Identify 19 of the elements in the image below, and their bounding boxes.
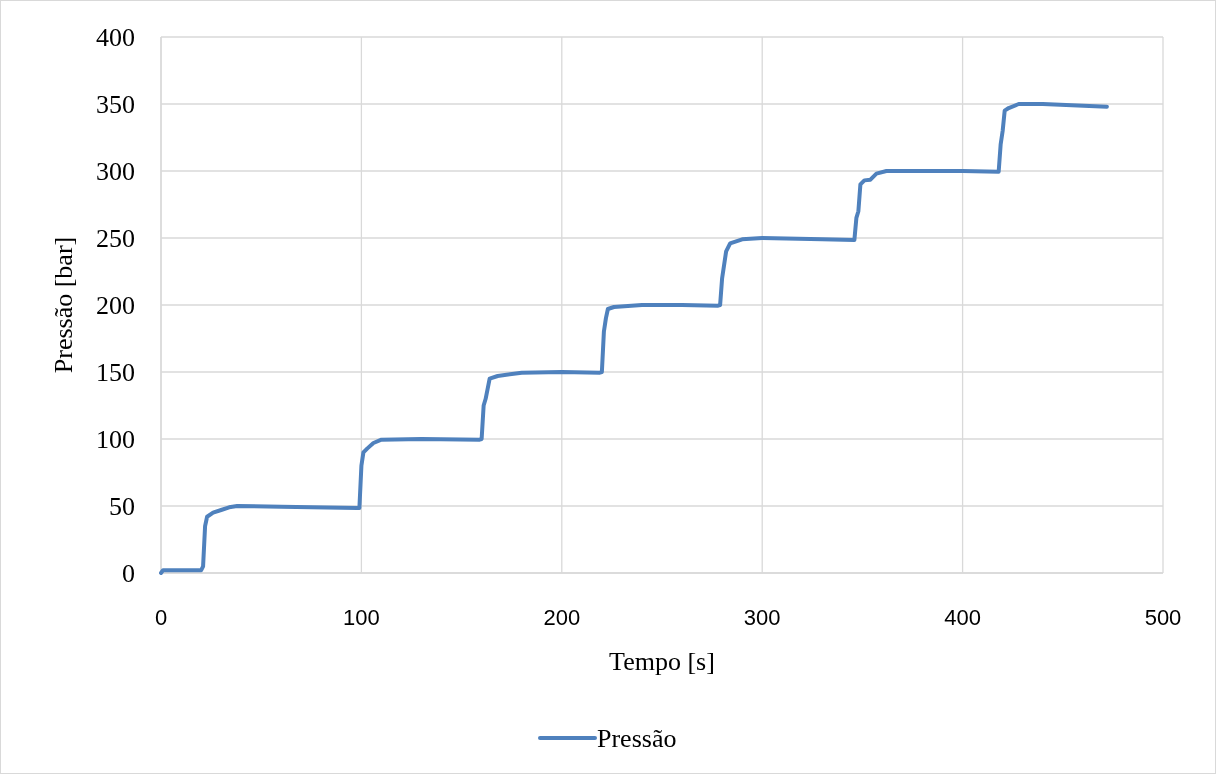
x-tick-label: 500 bbox=[1144, 605, 1182, 630]
y-tick-label: 150 bbox=[96, 358, 135, 387]
y-tick-label: 50 bbox=[109, 492, 135, 521]
legend-label: Pressão bbox=[597, 724, 677, 753]
y-tick-label: 0 bbox=[122, 559, 135, 588]
x-tick-label: 300 bbox=[743, 605, 781, 630]
y-axis-title: Pressão [bar] bbox=[49, 236, 78, 374]
x-tick-label: 400 bbox=[944, 605, 981, 630]
y-tick-label: 200 bbox=[96, 291, 135, 320]
y-tick-label: 300 bbox=[96, 157, 135, 186]
y-tick-label: 250 bbox=[96, 224, 135, 253]
x-tick-label: 0 bbox=[154, 605, 168, 630]
y-tick-label: 350 bbox=[96, 90, 135, 119]
line-series bbox=[159, 102, 1109, 575]
y-tick-label: 400 bbox=[96, 23, 135, 52]
y-tick-label: 100 bbox=[96, 425, 135, 454]
x-tick-label: 100 bbox=[343, 605, 380, 630]
x-tick-label: 200 bbox=[543, 605, 581, 630]
x-axis-title: Tempo [s] bbox=[609, 647, 715, 676]
